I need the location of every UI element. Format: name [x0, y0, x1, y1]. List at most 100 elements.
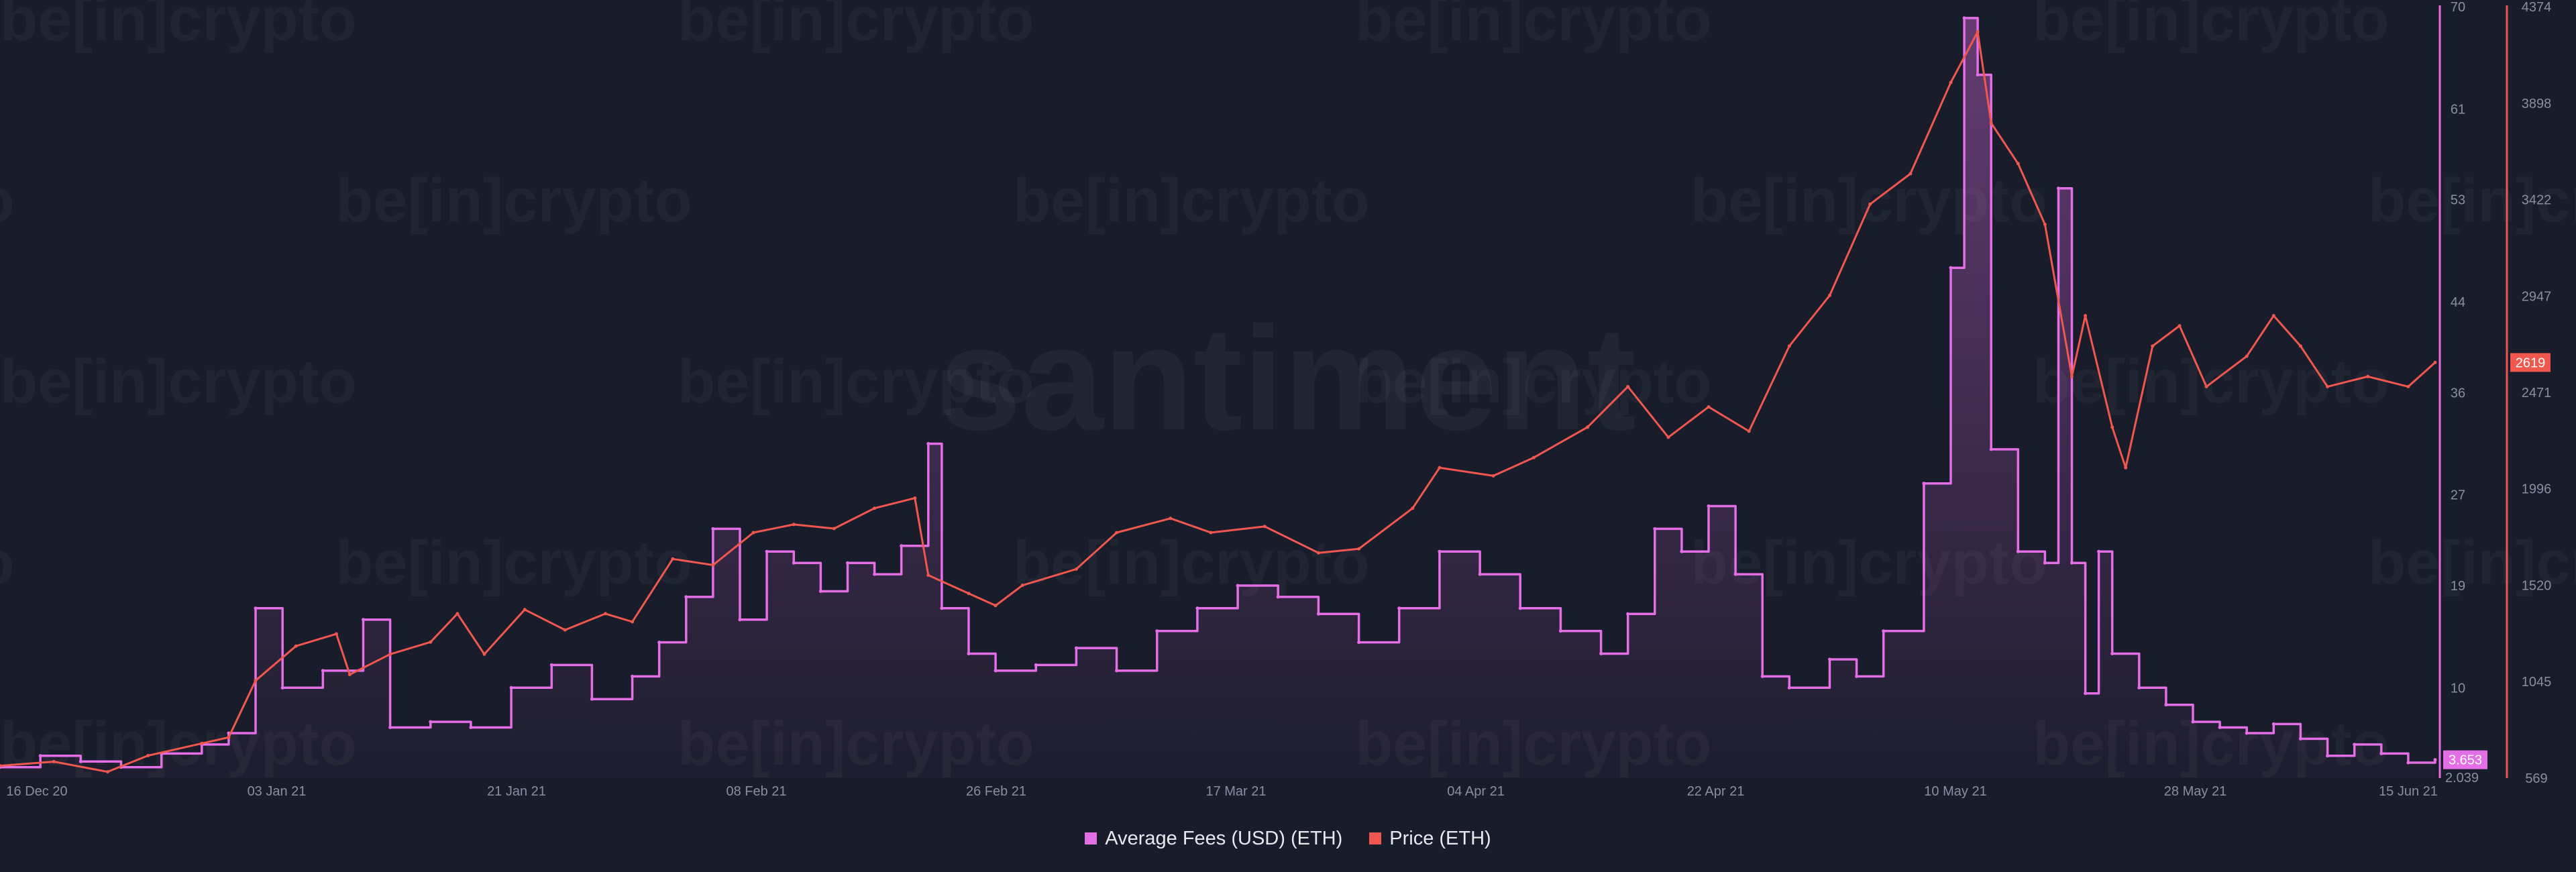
fees-point	[1882, 629, 1886, 633]
fees-point	[1653, 527, 1657, 531]
fees-point	[1236, 584, 1240, 588]
price-point	[2406, 384, 2410, 388]
fees-current-badge	[2443, 750, 2487, 769]
watermark-text: be[in]crypto	[0, 0, 357, 54]
fees-tick-label: 61	[2451, 102, 2465, 117]
price-point	[227, 735, 231, 739]
x-tick-label: 08 Feb 21	[726, 784, 786, 799]
price-point	[1357, 547, 1361, 551]
fees-point	[1034, 663, 1038, 667]
fees-point	[2245, 731, 2249, 735]
price-point	[792, 523, 796, 527]
fees-point	[818, 590, 822, 593]
fees-point	[362, 618, 365, 622]
price-point	[967, 592, 971, 596]
price-tick-label: 2471	[2522, 386, 2552, 400]
price-axis-ticks: 4374 3898 3422 2947 2471 1996 1520 1045 569	[2522, 0, 2552, 786]
legend-item-price[interactable]: Price (ETH)	[1369, 828, 1491, 850]
price-point	[105, 770, 109, 774]
price-point	[429, 640, 433, 644]
price-point	[1438, 466, 1442, 470]
fees-point	[2218, 726, 2222, 729]
fees-point	[1949, 266, 1953, 270]
fees-line-layer	[0, 16, 2437, 769]
fees-point	[765, 549, 769, 553]
fees-point	[738, 618, 742, 622]
watermark-text: be[in]crypto	[0, 529, 15, 597]
fees-point	[1626, 612, 1630, 616]
x-tick-label: 26 Feb 21	[966, 784, 1026, 799]
fees-point	[631, 674, 635, 678]
price-tick-label: 3422	[2522, 193, 2552, 208]
fees-point	[657, 641, 661, 645]
watermark-text: be[in]crypto	[1013, 166, 1370, 235]
fees-point	[2433, 758, 2437, 762]
watermark-text: be[in]crypto	[1355, 0, 1712, 54]
fees-area-fill	[0, 17, 2435, 778]
price-point	[2204, 384, 2208, 388]
fees-point	[1989, 447, 1993, 451]
fees-point	[926, 442, 930, 445]
watermark-text: be[in]crypto	[1013, 529, 1370, 597]
fees-point	[2406, 761, 2410, 765]
legend-label-price: Price (ETH)	[1389, 827, 1491, 849]
fees-point	[388, 726, 392, 729]
price-point	[913, 496, 917, 500]
x-tick-label: 10 May 21	[1924, 784, 1986, 799]
price-point	[52, 760, 56, 763]
watermark-text: be[in]crypto	[0, 347, 357, 416]
x-tick-label: 28 May 21	[2164, 784, 2226, 799]
price-point	[482, 652, 486, 656]
price-point	[2366, 374, 2370, 378]
x-tick-label: 16 Dec 20	[6, 784, 67, 799]
fees-point	[78, 759, 83, 763]
fees-point	[1316, 612, 1320, 616]
fees-point	[2097, 549, 2101, 553]
x-tick-label: 21 Jan 21	[487, 784, 546, 799]
watermark-text: be[in]crypto	[0, 166, 15, 235]
x-tick-label: 17 Mar 21	[1205, 784, 1266, 799]
fees-area	[0, 17, 2435, 778]
fees-point	[1276, 595, 1280, 599]
fees-point	[900, 544, 904, 548]
fees-current-value: 3.653	[2449, 753, 2482, 768]
price-point	[751, 531, 755, 535]
price-point	[2016, 162, 2020, 166]
fees-point	[1115, 669, 1119, 673]
price-point	[2178, 324, 2182, 328]
price-point	[455, 612, 460, 616]
legend-item-fees[interactable]: Average Fees (USD) (ETH)	[1085, 828, 1342, 850]
fees-point	[1680, 549, 1684, 553]
price-point	[0, 764, 2, 768]
price-point	[254, 679, 258, 683]
current-value-badges: 3.653 2619	[2443, 353, 2551, 769]
price-tick-label: 2947	[2522, 289, 2552, 304]
price-point	[523, 608, 527, 612]
watermark-text: be[in]crypto	[1690, 166, 2047, 235]
fees-point	[1855, 674, 1859, 678]
fees-point	[873, 572, 877, 576]
fees-point	[1599, 652, 1603, 655]
price-point	[1666, 435, 1670, 439]
price-point	[1532, 455, 1536, 459]
fees-point	[967, 652, 971, 655]
axes-layer	[2438, 5, 2508, 778]
price-point	[2043, 223, 2047, 227]
fees-tick-label-min: 2.039	[2445, 771, 2479, 785]
price-point	[2245, 354, 2249, 358]
price-point	[1909, 172, 1913, 176]
fees-point	[1707, 504, 1711, 508]
fees-point	[1397, 606, 1401, 610]
fees-point	[429, 720, 433, 724]
fees-point	[846, 561, 849, 565]
price-tick-label: 569	[2525, 771, 2547, 786]
fees-tick-label: 53	[2451, 193, 2465, 208]
fees-point	[509, 686, 513, 690]
price-point	[1989, 121, 1993, 125]
fees-point	[2057, 186, 2060, 190]
price-point	[2124, 466, 2128, 470]
watermark-text: be[in]crypto	[2033, 347, 2390, 416]
fees-point	[2137, 686, 2141, 690]
price-point	[146, 754, 150, 757]
fees-point	[684, 595, 688, 599]
